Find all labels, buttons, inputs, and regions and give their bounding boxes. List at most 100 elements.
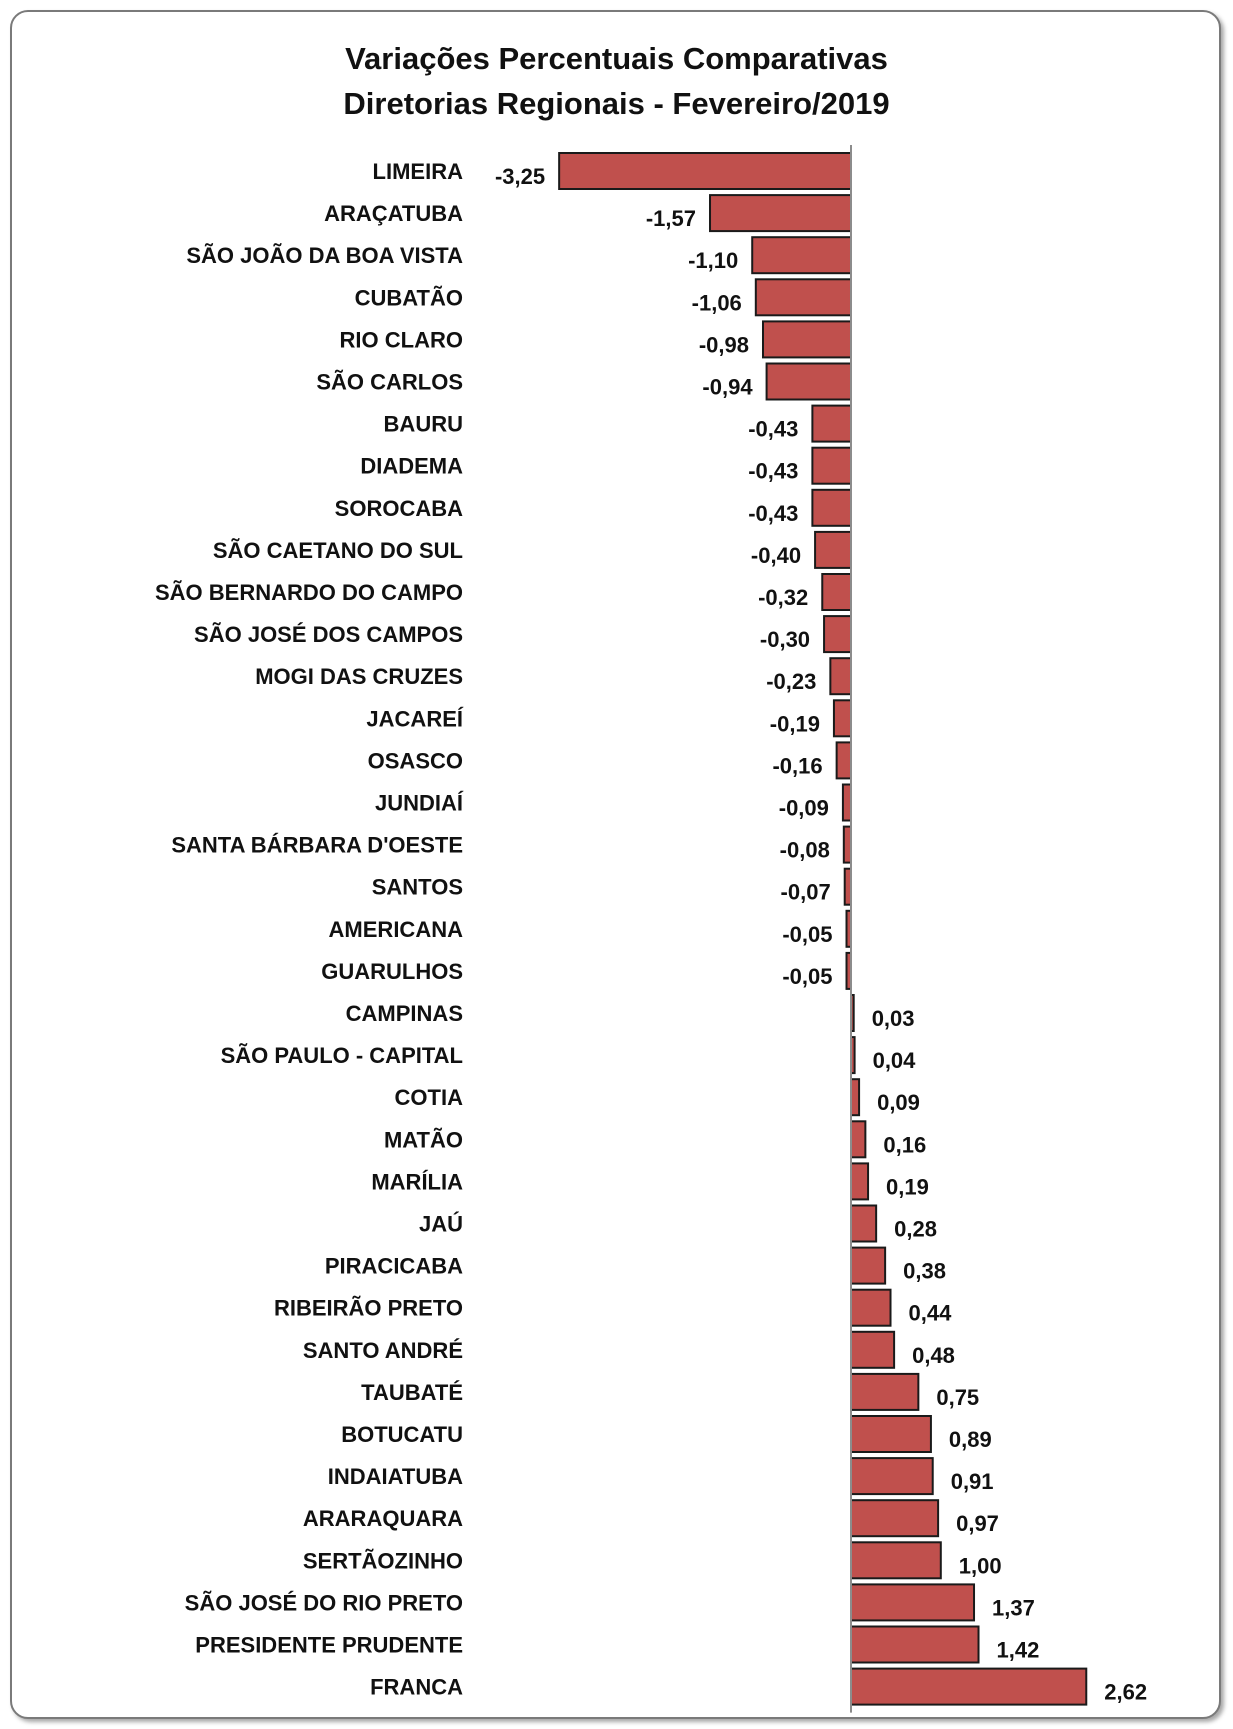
data-label: 0,89 bbox=[949, 1427, 992, 1452]
bar bbox=[811, 446, 852, 485]
data-label: -0,43 bbox=[748, 501, 798, 526]
category-label: INDAIATUBA bbox=[328, 1464, 463, 1489]
category-label: SÃO PAULO - CAPITAL bbox=[221, 1043, 463, 1068]
data-label: 0,03 bbox=[872, 1006, 915, 1031]
bar bbox=[558, 152, 853, 190]
bar bbox=[814, 530, 853, 569]
data-label: -0,40 bbox=[751, 543, 801, 568]
bar bbox=[832, 699, 852, 738]
bar bbox=[823, 615, 852, 654]
category-label: SÃO JOSÉ DO RIO PRETO bbox=[185, 1590, 463, 1615]
bar bbox=[829, 657, 853, 696]
data-label: -0,43 bbox=[748, 417, 798, 442]
chart-frame bbox=[10, 10, 1221, 1719]
data-label: -1,06 bbox=[692, 290, 742, 315]
category-label: SÃO CARLOS bbox=[316, 370, 463, 395]
chart-title-line-1: Variações Percentuais Comparativas bbox=[345, 41, 888, 76]
chart-subtitle: Diretorias Regionais - Fevereiro/2019 bbox=[343, 86, 890, 121]
category-label: FRANCA bbox=[370, 1675, 463, 1700]
category-label: SANTOS bbox=[372, 875, 463, 900]
category-label: SÃO JOSÉ DOS CAMPOS bbox=[194, 622, 463, 647]
category-label: MARÍLIA bbox=[371, 1169, 463, 1194]
bar bbox=[850, 1499, 940, 1538]
bar bbox=[754, 278, 853, 317]
data-label: -1,10 bbox=[688, 248, 738, 273]
bar bbox=[811, 404, 852, 443]
data-label: -0,32 bbox=[758, 585, 808, 610]
data-label: 1,42 bbox=[997, 1638, 1040, 1663]
bar bbox=[765, 362, 853, 401]
data-label: 0,19 bbox=[886, 1174, 929, 1199]
data-label: 0,48 bbox=[912, 1343, 955, 1368]
category-label: AMERICANA bbox=[329, 917, 464, 942]
category-label: CAMPINAS bbox=[346, 1001, 463, 1026]
bar bbox=[811, 488, 852, 527]
category-label: JUNDIAÍ bbox=[375, 791, 464, 816]
category-label: PIRACICABA bbox=[325, 1254, 463, 1279]
bar bbox=[850, 1162, 870, 1201]
category-label: SOROCABA bbox=[335, 496, 463, 521]
data-label: 0,91 bbox=[951, 1469, 994, 1494]
category-label: SÃO CAETANO DO SUL bbox=[213, 538, 463, 563]
bar bbox=[850, 1415, 932, 1453]
bar bbox=[850, 1204, 878, 1243]
category-label: CUBATÃO bbox=[355, 285, 463, 310]
category-label: MOGI DAS CRUZES bbox=[255, 664, 463, 689]
data-label: -1,57 bbox=[646, 206, 696, 231]
category-label: SÃO JOÃO DA BOA VISTA bbox=[186, 243, 463, 268]
data-label: 0,38 bbox=[903, 1259, 946, 1284]
bar bbox=[761, 320, 852, 359]
data-label: 0,75 bbox=[936, 1385, 979, 1410]
category-label: SERTÃOZINHO bbox=[303, 1548, 463, 1573]
category-label: PRESIDENTE PRUDENTE bbox=[195, 1633, 463, 1658]
bar bbox=[709, 194, 852, 233]
data-label: -0,16 bbox=[772, 753, 822, 778]
data-label: 0,09 bbox=[877, 1090, 920, 1115]
bar bbox=[850, 1246, 887, 1285]
data-label: 0,16 bbox=[883, 1132, 926, 1157]
category-label: BAURU bbox=[384, 412, 463, 437]
data-label: -0,07 bbox=[781, 880, 831, 905]
category-label: OSASCO bbox=[368, 748, 463, 773]
bar bbox=[850, 1120, 867, 1159]
category-label: SANTA BÁRBARA D'OESTE bbox=[171, 833, 463, 858]
category-label: BOTUCATU bbox=[341, 1422, 463, 1447]
data-label: 1,37 bbox=[992, 1595, 1035, 1620]
data-label: 0,28 bbox=[894, 1217, 937, 1242]
data-label: -0,43 bbox=[748, 459, 798, 484]
bar bbox=[850, 1078, 861, 1117]
data-label: -0,19 bbox=[770, 711, 820, 736]
category-label: ARAÇATUBA bbox=[324, 201, 463, 226]
chart-title: Variações Percentuais Comparativas Diret… bbox=[0, 36, 1233, 126]
category-label: GUARULHOS bbox=[321, 959, 463, 984]
data-label: -0,09 bbox=[779, 796, 829, 821]
data-label: 0,04 bbox=[873, 1048, 917, 1073]
bar bbox=[850, 1625, 980, 1664]
category-label: COTIA bbox=[395, 1085, 464, 1110]
category-label: DIADEMA bbox=[360, 454, 463, 479]
bar bbox=[850, 1667, 1088, 1706]
data-label: 2,62 bbox=[1104, 1680, 1147, 1705]
bar bbox=[821, 573, 852, 611]
data-label: -0,05 bbox=[782, 922, 832, 947]
category-label: JAÚ bbox=[419, 1212, 463, 1237]
category-label: JACAREÍ bbox=[366, 706, 463, 731]
data-label: -0,23 bbox=[766, 669, 816, 694]
data-label: -0,94 bbox=[702, 375, 753, 400]
bar bbox=[842, 825, 852, 864]
bar bbox=[850, 1372, 920, 1411]
bar bbox=[850, 1457, 934, 1496]
category-label: SANTO ANDRÉ bbox=[303, 1338, 463, 1363]
category-label: LIMEIRA bbox=[373, 159, 464, 184]
bar bbox=[850, 1330, 896, 1369]
data-label: 0,44 bbox=[909, 1301, 953, 1326]
data-label: -0,08 bbox=[780, 838, 830, 863]
category-label: RIO CLARO bbox=[340, 327, 463, 352]
data-label: 1,00 bbox=[959, 1553, 1002, 1578]
data-label: 0,97 bbox=[956, 1511, 999, 1536]
category-label: MATÃO bbox=[384, 1127, 463, 1152]
category-label: TAUBATÉ bbox=[361, 1380, 463, 1405]
bar bbox=[835, 741, 853, 780]
bar bbox=[841, 783, 853, 822]
